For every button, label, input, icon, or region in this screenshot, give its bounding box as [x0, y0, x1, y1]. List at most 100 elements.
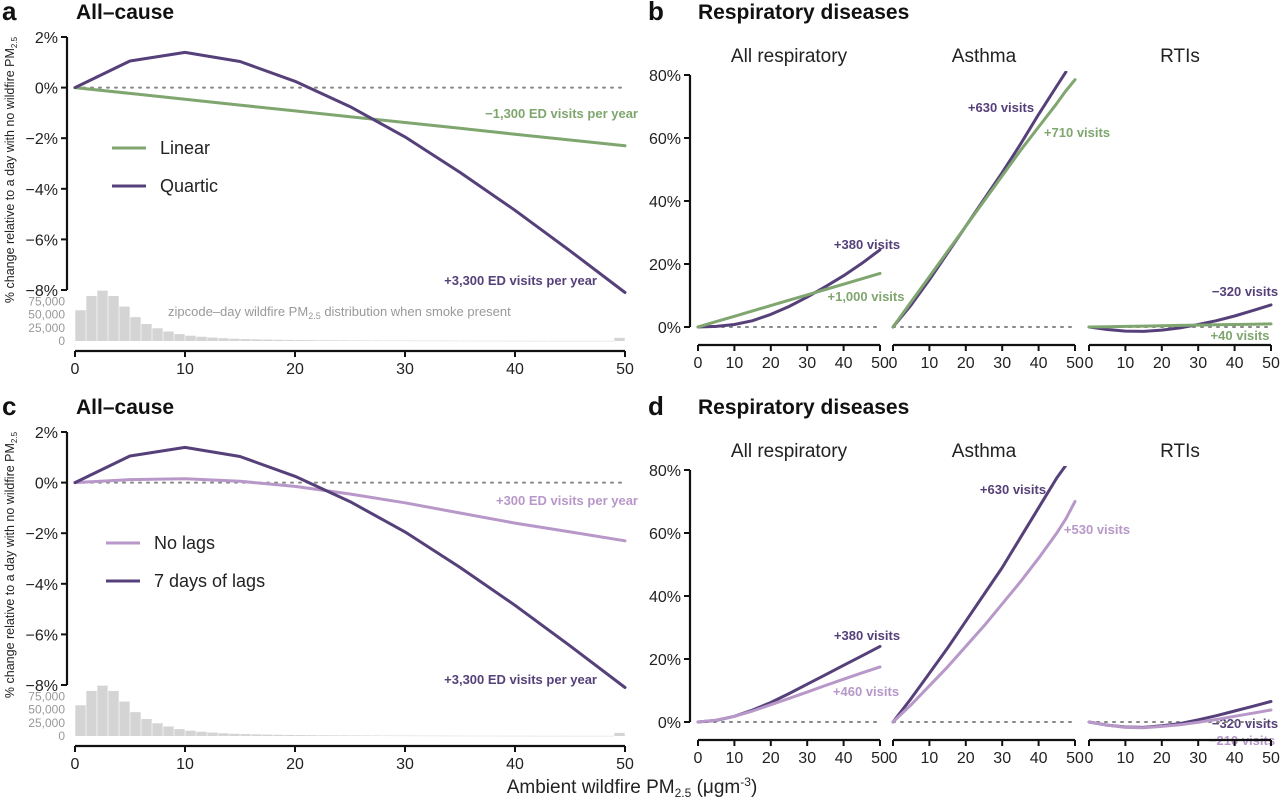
histogram-bar: [460, 735, 471, 737]
y-tick-label: −6%: [26, 232, 58, 249]
histogram-bar: [185, 730, 196, 736]
x-tick-label: 50: [1066, 750, 1084, 767]
histogram-bar: [130, 317, 141, 341]
series-line-linear: [891, 78, 1077, 329]
histogram-bar: [427, 735, 438, 737]
histogram-bar: [97, 685, 108, 736]
histogram-bar: [383, 735, 394, 737]
y-tick-label: 40%: [649, 589, 681, 606]
histogram-bar: [592, 340, 603, 342]
histogram-bar: [174, 729, 185, 736]
histogram-bar: [482, 735, 493, 737]
series-line-7-days-of-lags: [891, 466, 1068, 724]
histogram-bar: [317, 735, 328, 736]
x-tick-label: 10: [921, 355, 939, 372]
histogram-bar: [108, 690, 119, 736]
y-tick-label: 80%: [649, 463, 681, 480]
series-line-quartic: [73, 50, 627, 294]
histogram-bar: [438, 735, 449, 737]
y-tick-label: 20%: [649, 652, 681, 669]
annotation-quartic: +3,300 ED visits per year: [444, 273, 597, 288]
annotation-7-days-lags: +3,300 ED visits per year: [444, 672, 597, 687]
histogram-bar: [603, 340, 614, 342]
y-tick-label: −2%: [26, 526, 58, 543]
panel-label-d: d: [648, 391, 664, 421]
histogram-bar: [75, 705, 86, 736]
histogram-bar: [229, 733, 240, 736]
histogram-bar: [108, 295, 119, 341]
y-axis-label-top: % change relative to a day with no wildf…: [3, 36, 19, 303]
x-tick-label: 20: [286, 361, 304, 378]
y-tick-label: −6%: [26, 627, 58, 644]
x-tick-label: 40: [835, 750, 853, 767]
histogram-bar: [251, 734, 262, 736]
y-tick-label: −8%: [26, 283, 58, 300]
x-tick-label: 50: [871, 355, 889, 372]
histogram-bar: [328, 340, 339, 341]
histogram-bar: [471, 735, 482, 737]
x-tick-label: 10: [921, 750, 939, 767]
y-tick-label: 0%: [658, 320, 681, 337]
y-tick-label: 40%: [649, 194, 681, 211]
y-tick-label: 0%: [35, 81, 58, 98]
histogram-bar: [460, 340, 471, 342]
histogram-bar: [251, 339, 262, 341]
histogram-bar: [537, 735, 548, 737]
histogram-bar: [559, 340, 570, 342]
histogram-bar: [372, 340, 383, 342]
histogram-bar: [295, 735, 306, 736]
histogram-bar: [394, 340, 405, 342]
y-tick-label: −8%: [26, 678, 58, 695]
histogram-bar: [526, 340, 537, 342]
x-tick-label: 10: [1117, 355, 1135, 372]
histogram-bar: [130, 712, 141, 736]
histogram-bar: [548, 340, 559, 342]
annotation: +630 visits: [968, 100, 1034, 115]
panel-a-title: All–cause: [76, 1, 174, 24]
annotation-linear: −1,300 ED visits per year: [485, 106, 638, 121]
histogram-bar: [163, 726, 174, 736]
histogram-bar: [405, 340, 416, 342]
histogram-bar: [548, 735, 559, 737]
histogram-bar: [295, 340, 306, 341]
x-tick-label: 10: [176, 756, 194, 773]
histogram-bar: [372, 735, 383, 737]
facet-title: Asthma: [952, 441, 1017, 462]
histogram-bar: [152, 723, 163, 736]
histogram-bar: [526, 735, 537, 737]
histogram-tick-label: 50,000: [28, 308, 65, 322]
histogram-bar: [141, 719, 152, 736]
panel-c-title: All–cause: [76, 396, 174, 419]
histogram-note: zipcode–day wildfire PM2.5 distribution …: [168, 304, 511, 321]
x-tick-label: 40: [835, 355, 853, 372]
legend-label-no-lags: No lags: [154, 533, 215, 553]
x-tick-label: 30: [396, 361, 414, 378]
annotation: +380 visits: [834, 237, 900, 252]
histogram-bar: [482, 340, 493, 342]
series-line-linear: [696, 271, 882, 329]
histogram-bar: [218, 338, 229, 341]
x-tick-label: 10: [726, 750, 744, 767]
x-tick-label: 50: [1066, 355, 1084, 372]
x-tick-label: 50: [1262, 355, 1280, 372]
histogram-bar: [537, 340, 548, 342]
x-tick-label: 20: [1153, 355, 1171, 372]
histogram-bar: [86, 295, 97, 341]
histogram-bar: [306, 340, 317, 341]
histogram-bar: [449, 340, 460, 342]
x-tick-label: 20: [1153, 750, 1171, 767]
x-tick-label: 0: [1085, 750, 1094, 767]
histogram-bar: [581, 735, 592, 737]
y-tick-label: 60%: [649, 131, 681, 148]
legend-label-7-days-lags: 7 days of lags: [154, 571, 265, 591]
histogram-bar: [240, 734, 251, 736]
histogram-bar: [361, 735, 372, 736]
histogram-bar: [196, 731, 207, 736]
y-tick-label: −4%: [26, 182, 58, 199]
histogram-tick-label: 50,000: [28, 703, 65, 717]
histogram-bar: [273, 339, 284, 341]
x-tick-label: 30: [798, 355, 816, 372]
x-tick-label: 10: [176, 361, 194, 378]
histogram-bar: [196, 336, 207, 341]
histogram-bar: [614, 337, 625, 341]
